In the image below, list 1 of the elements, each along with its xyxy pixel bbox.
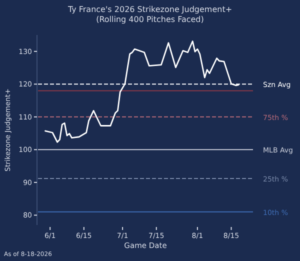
chart-title: Ty France's 2026 Strikezone Judgement+ (Rolling 400 Pitches Faced) [66, 5, 232, 24]
